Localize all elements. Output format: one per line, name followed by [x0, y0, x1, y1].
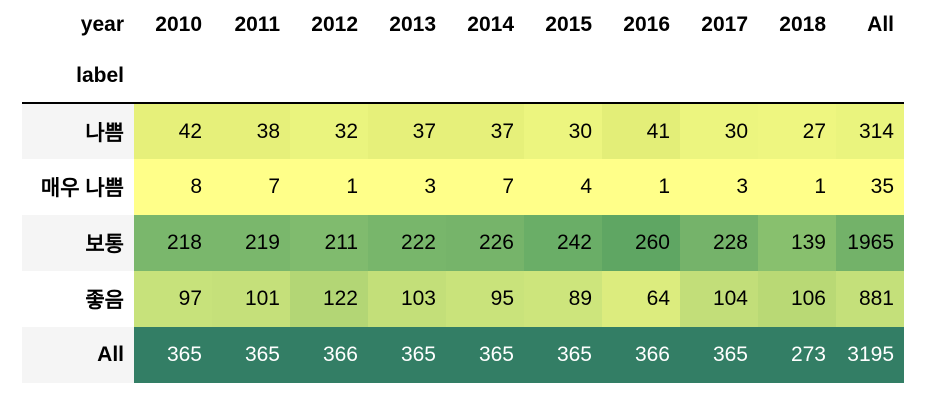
column-header-2018: 2018: [779, 13, 826, 36]
table-cell: 1: [758, 159, 836, 215]
table-cell: 260: [602, 215, 680, 271]
table-cell: 8: [134, 159, 212, 215]
table-cell: 89: [524, 271, 602, 327]
row-label: 매우 나쁨: [22, 159, 134, 215]
table-cell: 122: [290, 271, 368, 327]
header-spacer: [602, 50, 680, 103]
table-cell: 314: [836, 103, 904, 159]
table-body: 나쁨 42 38 32 37 37 30 41 30 27 314 매우 나쁨 8 7 1 3 7 4 1 3 1 35 보…: [22, 103, 904, 383]
row-index-header-row: label: [22, 50, 904, 103]
table-cell: 881: [836, 271, 904, 327]
table-cell: 38: [212, 103, 290, 159]
table-cell: 64: [602, 271, 680, 327]
table-cell: 365: [212, 327, 290, 383]
table-cell: 32: [290, 103, 368, 159]
table-cell: 42: [134, 103, 212, 159]
table-cell: 1: [602, 159, 680, 215]
table-cell: 365: [446, 327, 524, 383]
table-cell: 366: [290, 327, 368, 383]
table-cell: 37: [446, 103, 524, 159]
table-cell: 27: [758, 103, 836, 159]
table-row: All 365 365 366 365 365 365 366 365 273 3195: [22, 327, 904, 383]
header-spacer: [446, 50, 524, 103]
header-spacer: [758, 50, 836, 103]
table-cell: 365: [368, 327, 446, 383]
table-cell: 37: [368, 103, 446, 159]
table-cell: 211: [290, 215, 368, 271]
header-spacer: [212, 50, 290, 103]
column-header-2017: 2017: [701, 13, 748, 36]
table-cell: 139: [758, 215, 836, 271]
row-label: 보통: [22, 215, 134, 271]
table-cell: 35: [836, 159, 904, 215]
table-cell: 95: [446, 271, 524, 327]
table-cell: 273: [758, 327, 836, 383]
column-header-all: All: [867, 13, 894, 36]
header-spacer: [290, 50, 368, 103]
table-cell: 222: [368, 215, 446, 271]
column-header-2011: 2011: [234, 13, 280, 36]
row-label: 나쁨: [22, 103, 134, 159]
table-cell: 106: [758, 271, 836, 327]
column-header-2014: 2014: [467, 13, 514, 36]
table-row: 좋음 97 101 122 103 95 89 64 104 106 881: [22, 271, 904, 327]
table-cell: 104: [680, 271, 758, 327]
table-cell: 219: [212, 215, 290, 271]
header-spacer: [134, 50, 212, 103]
column-header-2012: 2012: [311, 13, 358, 36]
table-cell: 3: [368, 159, 446, 215]
table-cell: 365: [134, 327, 212, 383]
column-header-2015: 2015: [545, 13, 592, 36]
row-index-name: label: [22, 50, 134, 103]
table-cell: 7: [446, 159, 524, 215]
table-cell: 30: [680, 103, 758, 159]
column-header-2013: 2013: [389, 13, 436, 36]
header-spacer: [524, 50, 602, 103]
table-cell: 30: [524, 103, 602, 159]
table-cell: 97: [134, 271, 212, 327]
table-row: 매우 나쁨 8 7 1 3 7 4 1 3 1 35: [22, 159, 904, 215]
column-header-2010: 2010: [155, 13, 202, 36]
row-label: All: [22, 327, 134, 383]
column-index-name: year: [22, 0, 134, 50]
table-cell: 3: [680, 159, 758, 215]
table-cell: 1: [290, 159, 368, 215]
table-cell: 41: [602, 103, 680, 159]
table-cell: 365: [680, 327, 758, 383]
table-row: 나쁨 42 38 32 37 37 30 41 30 27 314: [22, 103, 904, 159]
pivot-table: year 2010 2011 2012 2013 2014 2015 2016 2017 201…: [22, 0, 904, 383]
table-cell: 7: [212, 159, 290, 215]
table-cell: 4: [524, 159, 602, 215]
header-spacer: [836, 50, 904, 103]
column-header-2016: 2016: [623, 13, 670, 36]
table-cell: 365: [524, 327, 602, 383]
table-cell: 3195: [836, 327, 904, 383]
table-cell: 242: [524, 215, 602, 271]
header-spacer: [368, 50, 446, 103]
table-cell: 228: [680, 215, 758, 271]
table-cell: 366: [602, 327, 680, 383]
column-header-row: year 2010 2011 2012 2013 2014 2015 2016 2017 201…: [22, 0, 904, 50]
header-spacer: [680, 50, 758, 103]
table-cell: 101: [212, 271, 290, 327]
table-cell: 226: [446, 215, 524, 271]
table-cell: 103: [368, 271, 446, 327]
table-row: 보통 218 219 211 222 226 242 260 228 139 1965: [22, 215, 904, 271]
table-cell: 218: [134, 215, 212, 271]
table-cell: 1965: [836, 215, 904, 271]
row-label: 좋음: [22, 271, 134, 327]
